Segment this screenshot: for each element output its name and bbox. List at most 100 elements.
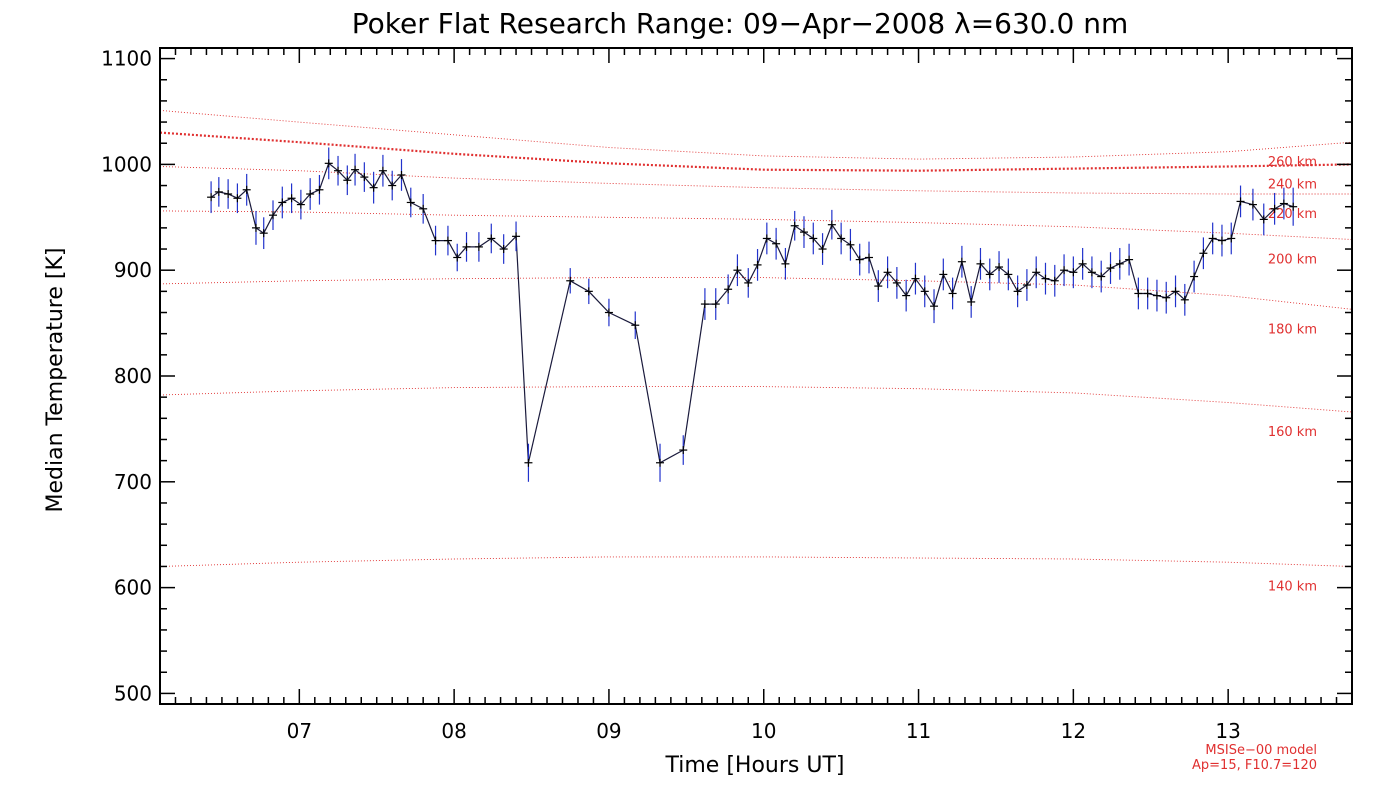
data-point-69 [985,270,994,279]
data-point-35 [604,308,613,317]
data-point-18 [369,183,378,192]
model-label-2: 180 km [1268,322,1317,337]
data-point-10 [296,200,305,209]
x-tick-label-10: 10 [751,719,776,743]
data-point-61 [911,274,920,283]
plot-frame [159,47,1353,705]
model-curve-6 [159,109,1353,160]
data-point-74 [1032,268,1041,277]
data-point-21 [397,170,406,179]
data-point-41 [724,285,733,294]
axes: 07 08 09 10 11 12 13 500 600 700 800 900 1000 1100 [101,47,1353,743]
data-point-92 [1199,249,1208,258]
y-tick-label-500: 500 [114,681,152,705]
data-point-58 [883,268,892,277]
x-axis-label: Time [Hours UT] [665,753,845,778]
data-point-23 [419,204,428,213]
x-tick-label-11: 11 [906,719,931,743]
data-point-52 [827,220,836,229]
data-point-31 [512,232,521,241]
y-tick-label-700: 700 [114,470,152,494]
data-point-50 [809,234,818,243]
data-point-47 [781,259,790,268]
data-point-86 [1143,289,1152,298]
data-point-12 [315,185,324,194]
data-point-20 [388,181,397,190]
data-point-36 [631,321,640,330]
model-label-5: 240 km [1268,177,1317,192]
data-point-100 [1279,199,1288,208]
data-point-26 [453,253,462,262]
data-point-49 [799,228,808,237]
data-point-95 [1227,234,1236,243]
data-point-2 [224,190,233,199]
data-point-84 [1125,255,1134,264]
model-label-6: 260 km [1268,155,1317,170]
y-tick-label-1100: 1100 [101,47,152,71]
data-point-91 [1190,272,1199,281]
y-tick-label-600: 600 [114,576,152,600]
data-point-32 [524,458,533,467]
model-label-1: 160 km [1268,425,1317,440]
data-point-16 [351,165,360,174]
data-point-37 [656,458,665,467]
data-point-62 [920,287,929,296]
data-point-99 [1270,204,1279,213]
data-point-65 [948,289,957,298]
y-tick-label-800: 800 [114,364,152,388]
data-point-53 [837,234,846,243]
data-point-19 [378,166,387,175]
data-point-1 [214,187,223,196]
data-point-40 [711,300,720,309]
data-point-0 [207,193,216,202]
data-point-55 [855,255,864,264]
data-point-82 [1106,264,1115,273]
data-point-76 [1050,276,1059,285]
data-point-79 [1078,259,1087,268]
data-point-80 [1087,268,1096,277]
data-point-59 [892,278,901,287]
data-point-6 [259,229,268,238]
data-point-33 [566,276,575,285]
data-point-77 [1060,266,1069,275]
data-point-83 [1115,259,1124,268]
x-tick-label-07: 07 [287,719,312,743]
data-point-34 [584,287,593,296]
x-tick-label-09: 09 [596,719,621,743]
data-point-14 [334,166,343,175]
data-point-9 [287,194,296,203]
data-point-29 [487,234,496,243]
data-point-28 [474,242,483,251]
chart-title: Poker Flat Research Range: 09−Apr−2008 λ… [352,7,1128,40]
model-label-3: 200 km [1268,253,1317,268]
data-point-72 [1013,287,1022,296]
model-label-0: 140 km [1268,580,1317,595]
data-point-93 [1208,234,1217,243]
data-point-101 [1289,202,1298,211]
data-point-30 [499,245,508,254]
data-point-85 [1134,289,1143,298]
data-point-43 [744,278,753,287]
model-curves: 140 km 160 km 180 km 200 km 220 km 240 km 260 … [159,109,1353,595]
data-point-67 [967,297,976,306]
data-point-78 [1069,268,1078,277]
data-point-51 [818,245,827,254]
data-point-3 [233,194,242,203]
data-point-60 [902,291,911,300]
x-tick-label-12: 12 [1061,719,1086,743]
data-point-44 [753,260,762,269]
data-point-11 [306,190,315,199]
x-tick-label-08: 08 [441,719,466,743]
data-point-73 [1022,281,1031,290]
data-point-24 [431,236,440,245]
data-point-90 [1180,295,1189,304]
y-tick-label-1000: 1000 [101,152,152,176]
data-point-13 [324,159,333,168]
data-point-64 [939,270,948,279]
model-curve-0 [159,556,1353,567]
model-label-4: 220 km [1268,207,1317,222]
data-point-68 [976,259,985,268]
y-axis-label: Median Temperature [K] [43,248,68,513]
data-point-7 [269,211,278,220]
